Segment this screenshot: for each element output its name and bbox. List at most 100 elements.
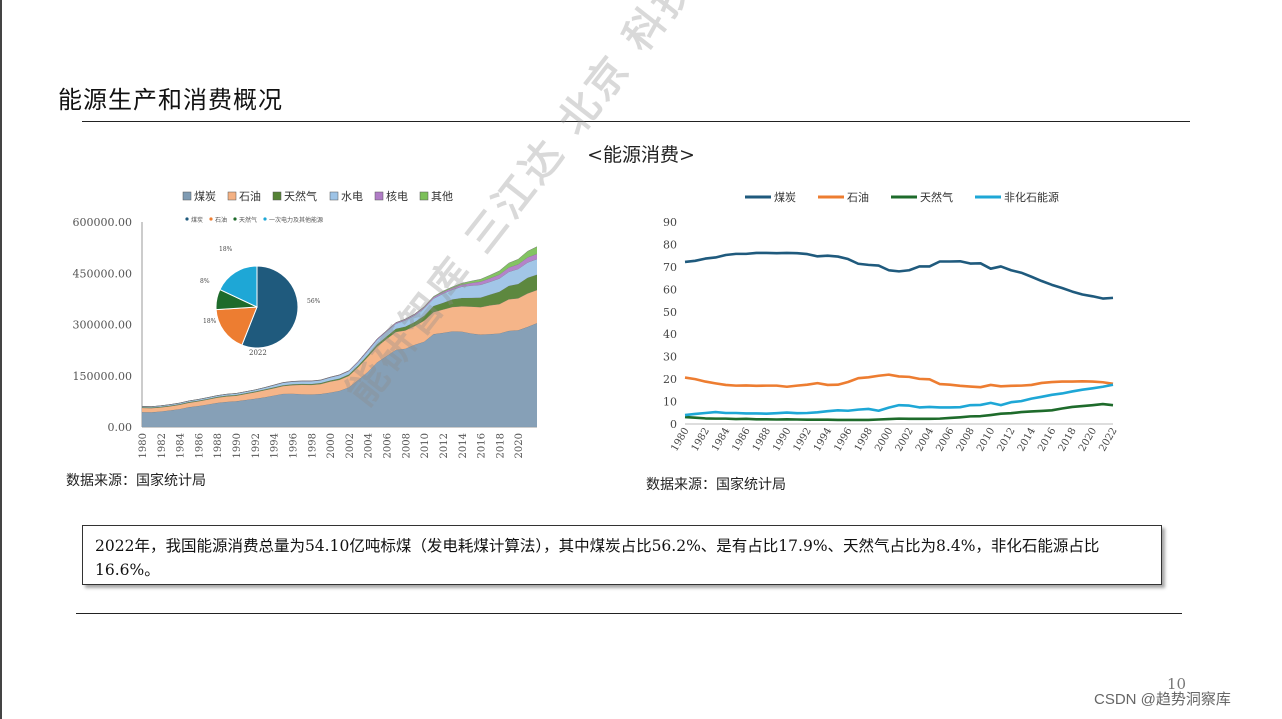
x-tick-label-20: 2020	[1077, 426, 1099, 454]
footer-credit: CSDN @趋势洞察库	[1094, 691, 1231, 708]
legend-label-4: 核电	[386, 189, 408, 203]
bottom-rule	[76, 613, 1182, 614]
legend-label-0: 煤炭	[774, 191, 796, 204]
line-series-0	[684, 251, 1114, 300]
pie-slice-1	[215, 306, 258, 346]
y-tick-label-3: 450000.00	[73, 267, 133, 280]
x-tick-label-8: 1996	[832, 426, 854, 454]
source-note-left: 数据来源：国家统计局	[66, 473, 206, 489]
pie-caption: 2022	[249, 349, 267, 357]
legend-swatch-0	[182, 191, 192, 201]
area-edge-5	[141, 246, 538, 407]
line-series-3	[684, 383, 1114, 417]
y-tick-label-2: 20	[663, 373, 677, 386]
x-tick-label-20: 2020	[514, 433, 525, 458]
y-tick-label-2: 300000.00	[73, 319, 133, 332]
line-series-2	[684, 402, 1114, 422]
pie-label-2: 8%	[200, 278, 210, 285]
summary-box: 2022年，我国能源消费总量为54.10亿吨标煤（发电耗煤计算法），其中煤炭占比…	[82, 525, 1162, 585]
y-tick-label-8: 80	[663, 238, 677, 251]
x-tick-label-14: 2008	[955, 426, 977, 454]
source-note-right: 数据来源：国家统计局	[646, 477, 786, 493]
pie-label-1: 18%	[203, 318, 217, 325]
pie-legend-label-1: 石油	[215, 216, 227, 224]
x-tick-label-1: 1982	[690, 426, 712, 454]
pie-slice-3	[219, 265, 258, 308]
pie-label-3: 18%	[219, 246, 233, 253]
title-rule	[82, 121, 1190, 122]
pie-legend-label-2: 天然气	[239, 216, 257, 224]
left-border	[0, 0, 2, 719]
y-tick-label-9: 90	[663, 216, 677, 229]
y-tick-label-3: 30	[663, 351, 677, 364]
x-tick-label-16: 2012	[439, 433, 450, 458]
x-tick-label-10: 2000	[873, 426, 895, 454]
x-tick-label-2: 1984	[710, 426, 732, 454]
x-tick-label-3: 1986	[194, 433, 205, 458]
legend-swatch-4	[374, 191, 384, 201]
area-series-0	[142, 323, 537, 427]
section-subtitle: <能源消费>	[587, 144, 695, 166]
y-tick-label-0: 0.00	[108, 421, 133, 434]
legend-label-0: 煤炭	[194, 190, 216, 203]
y-tick-label-5: 50	[663, 306, 677, 319]
pie-label-0: 56%	[307, 298, 321, 305]
line-series-1	[684, 373, 1114, 389]
x-tick-label-12: 2004	[914, 426, 936, 454]
pie-legend-marker-0	[185, 217, 189, 221]
pie-legend-label-0: 煤炭	[191, 216, 203, 224]
legend-label-2: 天然气	[284, 189, 317, 203]
x-tick-label-10: 2000	[326, 433, 337, 458]
x-tick-label-5: 1990	[232, 433, 243, 458]
x-tick-label-13: 2006	[383, 433, 394, 458]
page-title: 能源生产和消费概况	[58, 86, 283, 114]
summary-text: 2022年，我国能源消费总量为54.10亿吨标煤（发电耗煤计算法），其中煤炭占比…	[95, 537, 1100, 579]
legend-label-2: 天然气	[920, 190, 953, 204]
legend-swatch-3	[329, 191, 339, 201]
x-tick-label-4: 1988	[751, 426, 773, 454]
legend-label-1: 石油	[239, 189, 261, 203]
x-tick-label-18: 2016	[477, 433, 488, 458]
x-tick-label-16: 2012	[995, 426, 1017, 454]
x-tick-label-4: 1988	[213, 433, 224, 458]
x-tick-label-7: 1994	[812, 426, 834, 454]
y-tick-label-1: 150000.00	[73, 370, 133, 383]
x-tick-label-0: 1980	[138, 433, 149, 458]
y-tick-label-7: 70	[663, 261, 677, 274]
x-tick-label-9: 1998	[853, 426, 875, 454]
x-tick-label-13: 2006	[934, 426, 956, 454]
x-tick-label-12: 2004	[364, 433, 375, 458]
pie-legend-label-3: 一次电力及其他能源	[269, 216, 323, 224]
pie-legend-marker-3	[263, 217, 267, 221]
x-tick-label-11: 2002	[894, 426, 916, 454]
energy-share-line-chart: 煤炭 石油 天然气 非化石能源0102030405060708090198019821…	[663, 190, 1120, 454]
area-series-1	[142, 289, 537, 413]
y-tick-label-0: 0	[670, 418, 677, 431]
x-tick-label-18: 2016	[1036, 426, 1058, 454]
pie-slice-0	[241, 265, 299, 349]
area-series-2	[142, 274, 537, 409]
x-tick-label-7: 1994	[270, 433, 281, 458]
x-tick-label-9: 1998	[307, 433, 318, 458]
y-tick-label-1: 10	[663, 396, 677, 409]
y-tick-label-6: 60	[663, 283, 677, 296]
x-tick-label-3: 1986	[730, 426, 752, 454]
pie-legend-marker-2	[233, 217, 237, 221]
y-tick-label-4: 600000.00	[73, 216, 133, 229]
legend-label-3: 非化石能源	[1004, 190, 1059, 204]
legend-label-3: 水电	[341, 190, 363, 203]
x-tick-label-14: 2008	[401, 433, 412, 458]
page-number: 10	[1167, 675, 1187, 693]
legend-swatch-2	[272, 191, 282, 201]
x-tick-label-19: 2018	[495, 433, 506, 458]
x-tick-label-5: 1990	[771, 426, 793, 454]
x-tick-label-21: 2022	[1097, 426, 1119, 454]
legend-swatch-5	[419, 191, 429, 201]
x-tick-label-2: 1984	[176, 433, 187, 458]
stacked-area-chart: 煤炭 石油 天然气 水电 核电 其他0.00150000.00300000.0045000…	[73, 189, 538, 458]
legend-label-5: 其他	[431, 190, 453, 203]
x-tick-label-17: 2014	[1016, 426, 1038, 454]
x-tick-label-8: 1996	[288, 433, 299, 458]
pie-legend-marker-1	[209, 217, 213, 221]
x-tick-label-15: 2010	[420, 433, 431, 458]
